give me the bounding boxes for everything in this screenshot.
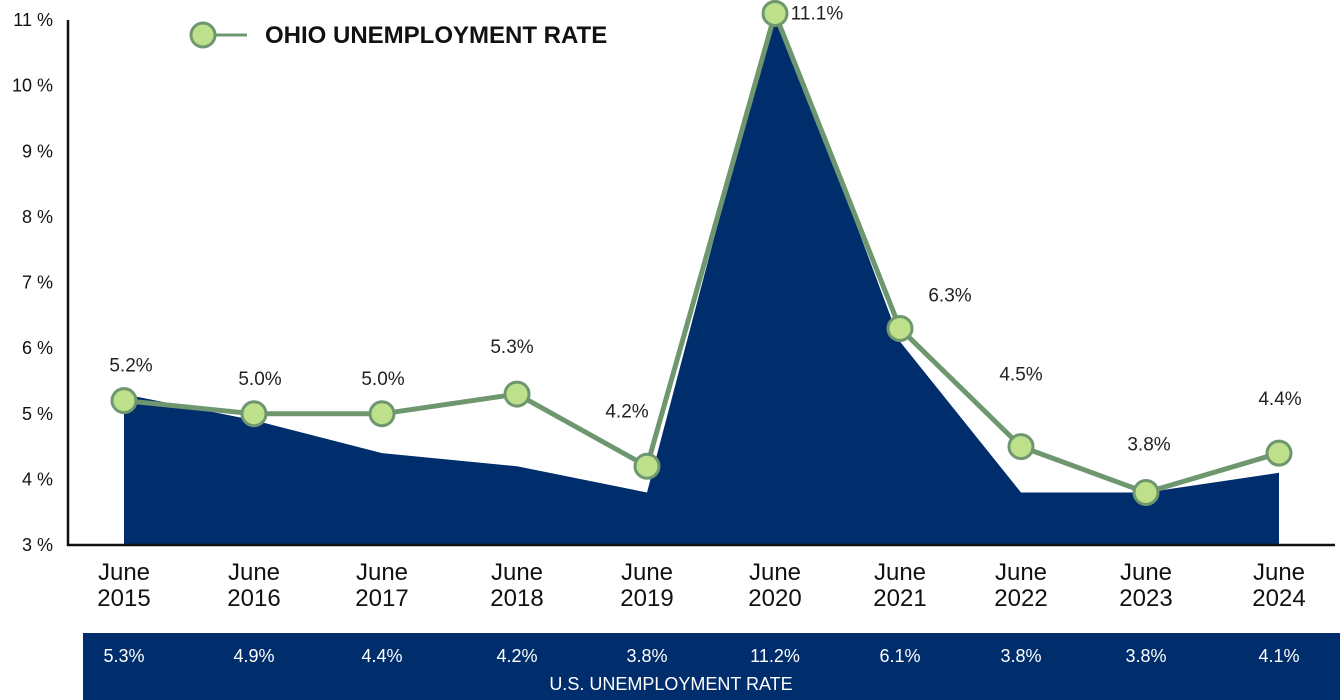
ohio-data-label: 4.2% <box>605 401 648 422</box>
x-tick-label: June 2021 <box>873 559 926 612</box>
x-tick-label: June 2016 <box>227 559 280 612</box>
ohio-rate-marker <box>633 452 661 480</box>
us-rate-value: 4.1% <box>1258 646 1300 666</box>
y-tick-label: 6 % <box>22 338 53 358</box>
ohio-data-label: 4.4% <box>1258 389 1301 410</box>
legend-label: OHIO UNEMPLOYMENT RATE <box>265 22 607 49</box>
legend-marker <box>189 21 217 49</box>
us-rate-value: 3.8% <box>1125 646 1167 666</box>
ohio-data-label: 5.0% <box>238 369 281 390</box>
us-rate-value: 3.8% <box>1000 646 1042 666</box>
y-tick-label: 4 % <box>22 469 53 489</box>
us-rate-value: 11.2% <box>750 646 800 666</box>
y-tick-label: 10 % <box>12 76 53 96</box>
us-rate-value: 5.3% <box>103 646 145 666</box>
x-tick-label: June 2023 <box>1119 559 1172 612</box>
x-tick-label: June 2024 <box>1252 559 1305 612</box>
ohio-data-label: 5.0% <box>361 369 404 390</box>
ohio-rate-marker <box>368 400 396 428</box>
y-tick-label: 3 % <box>22 535 53 555</box>
ohio-rate-marker <box>110 387 138 415</box>
ohio-rate-marker <box>761 0 789 27</box>
y-tick-label: 11 % <box>13 10 53 30</box>
us-rate-value: 4.4% <box>361 646 403 666</box>
ohio-rate-marker <box>1007 433 1035 461</box>
us-rate-band <box>83 633 1340 700</box>
us-rate-band-label: U.S. UNEMPLOYMENT RATE <box>549 674 793 694</box>
x-tick-label: June 2019 <box>620 559 673 612</box>
ohio-rate-marker <box>503 380 531 408</box>
x-tick-label: June 2020 <box>748 559 801 612</box>
us-rate-value: 4.9% <box>233 646 275 666</box>
ohio-data-label: 6.3% <box>928 285 971 306</box>
y-tick-label: 8 % <box>22 207 53 227</box>
y-tick-label: 5 % <box>22 404 53 424</box>
x-tick-label: June 2022 <box>994 559 1047 612</box>
ohio-data-label: 5.3% <box>490 337 533 358</box>
ohio-rate-marker <box>1132 479 1160 506</box>
y-tick-label: 7 % <box>22 273 53 293</box>
ohio-rate-marker <box>1265 439 1293 467</box>
ohio-rate-marker <box>886 314 914 342</box>
y-tick-label: 9 % <box>22 141 53 161</box>
us-rate-area <box>124 6 1279 545</box>
x-tick-label: June 2015 <box>97 559 150 612</box>
ohio-data-label: 5.2% <box>109 356 152 377</box>
x-tick-label: June 2017 <box>355 559 408 612</box>
ohio-data-label: 3.8% <box>1127 435 1170 456</box>
ohio-data-label: 4.5% <box>999 365 1042 386</box>
us-rate-value: 6.1% <box>879 646 921 666</box>
x-tick-label: June 2018 <box>490 559 543 612</box>
ohio-data-label: 11.1% <box>791 3 844 24</box>
us-rate-value: 4.2% <box>496 646 538 666</box>
us-rate-value: 3.8% <box>626 646 668 666</box>
ohio-rate-marker <box>240 400 268 428</box>
ohio-rate-line <box>123 10 1280 495</box>
